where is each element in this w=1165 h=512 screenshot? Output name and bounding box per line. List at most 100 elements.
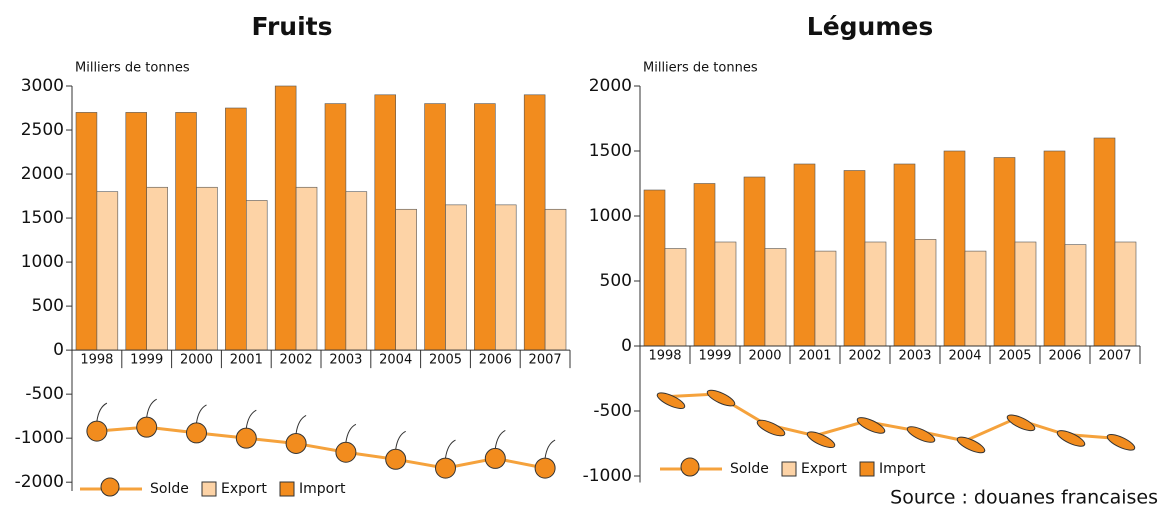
bar — [474, 103, 496, 351]
legend-marker — [100, 477, 120, 497]
marker-stem — [544, 439, 556, 459]
y-tick-label: 500 — [32, 296, 64, 316]
bar — [864, 241, 887, 347]
bar — [764, 248, 787, 347]
x-tick-label: 2005 — [429, 353, 462, 368]
bar — [96, 191, 119, 351]
x-tick-label: 1998 — [80, 353, 113, 368]
bar — [843, 170, 866, 347]
bar — [125, 112, 148, 351]
bar — [196, 186, 218, 351]
y-tick-label: -500 — [593, 401, 632, 421]
marker-stem — [395, 430, 406, 450]
bar — [395, 208, 417, 351]
bar — [494, 204, 517, 351]
x-tick-label: 1998 — [648, 349, 681, 364]
legend-swatch — [859, 461, 875, 477]
legend-marker — [680, 457, 700, 477]
bar — [544, 208, 567, 351]
chart-title: Légumes — [807, 12, 933, 41]
bar — [246, 200, 268, 351]
bar — [374, 94, 396, 351]
legend-swatch — [279, 481, 295, 497]
marker-stem — [196, 404, 207, 423]
x-tick-label: 2006 — [1048, 349, 1081, 364]
bar — [424, 103, 446, 351]
x-tick-label: 2004 — [948, 349, 981, 364]
bar — [643, 189, 666, 347]
x-tick-label: 2002 — [280, 353, 313, 368]
marker-stem — [146, 398, 157, 418]
marker — [656, 392, 686, 409]
y-tick-label: 500 — [600, 271, 632, 291]
y-tick-label: 1000 — [589, 206, 632, 226]
legend-label: Solde — [730, 461, 769, 477]
marker — [1056, 430, 1086, 447]
marker — [1006, 414, 1036, 432]
bar — [1014, 241, 1037, 347]
bar — [445, 204, 467, 351]
marker — [534, 457, 556, 479]
x-tick-label: 2003 — [329, 353, 362, 368]
bar — [1064, 244, 1087, 347]
y-tick-label: 3000 — [21, 76, 64, 96]
marker-stem — [445, 439, 456, 459]
y-tick-label: -1000 — [583, 466, 632, 486]
marker — [235, 427, 257, 449]
marker-stem — [96, 402, 108, 422]
x-tick-label: 2003 — [898, 349, 931, 364]
x-tick-label: 2006 — [479, 353, 512, 368]
marker — [86, 420, 108, 442]
legend-label: Import — [299, 481, 346, 497]
bar — [146, 186, 168, 351]
bar — [345, 191, 368, 351]
y-tick-label: 0 — [621, 336, 632, 356]
y-tick-label: 2000 — [589, 76, 632, 96]
marker — [186, 422, 207, 444]
marker — [956, 436, 986, 454]
marker-stem — [245, 409, 257, 429]
bar — [693, 183, 716, 347]
bar — [664, 248, 687, 347]
bar — [814, 250, 837, 347]
marker — [136, 416, 158, 438]
x-tick-label: 2004 — [379, 353, 412, 368]
legend-label: Export — [221, 481, 267, 497]
y-tick-label: 2500 — [21, 120, 64, 140]
marker — [806, 431, 836, 448]
y-tick-label: 1500 — [21, 208, 64, 228]
bar — [893, 163, 916, 347]
x-tick-label: 2001 — [230, 353, 263, 368]
y-tick-label: 2000 — [21, 164, 64, 184]
legend-swatch — [781, 461, 797, 477]
x-tick-label: 2002 — [848, 349, 881, 364]
bar — [1093, 137, 1116, 347]
marker — [385, 448, 407, 470]
x-tick-label: 2005 — [998, 349, 1031, 364]
bar — [324, 103, 347, 351]
axis-label: Milliers de tonnes — [75, 61, 190, 76]
marker-stem — [345, 423, 357, 443]
marker — [1106, 434, 1136, 451]
x-tick-label: 2000 — [180, 353, 213, 368]
line — [96, 425, 546, 470]
marker — [856, 417, 886, 434]
y-tick-label: -500 — [25, 384, 64, 404]
bar — [175, 112, 197, 351]
bar — [743, 176, 766, 347]
y-tick-label: -2000 — [15, 472, 64, 492]
y-tick-label: 0 — [53, 340, 64, 360]
bar — [274, 85, 297, 351]
bar — [523, 94, 546, 351]
bar — [943, 150, 966, 347]
source: Source : douanes francaises — [890, 487, 1158, 509]
bar — [1114, 241, 1137, 347]
line — [664, 392, 1116, 443]
bar — [75, 112, 98, 351]
chart-title: Fruits — [251, 12, 332, 41]
bar — [1043, 150, 1066, 347]
x-tick-label: 1999 — [698, 349, 731, 364]
bar — [225, 107, 247, 351]
bar — [993, 157, 1016, 347]
